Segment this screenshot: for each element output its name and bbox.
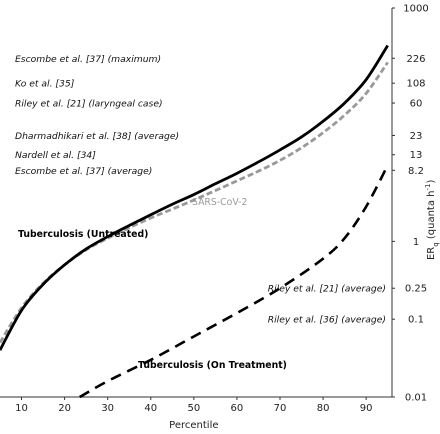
y-tick-label: 13 — [410, 150, 423, 161]
annotation-group: Escombe et al. [37] (maximum) Ko et al. [… — [15, 54, 386, 371]
y-tick-label: 0.25 — [405, 284, 427, 295]
x-axis-title: Percentile — [169, 420, 218, 431]
x-tick-label: 30 — [101, 403, 114, 414]
reference-label-escombe-et-al-37-maximum: Escombe et al. [37] (maximum) — [15, 54, 161, 65]
series-line-tuberculosis-untreated — [0, 44, 389, 351]
y-tick-label: 1000 — [403, 4, 428, 15]
reference-label-nardell-et-al-34: Nardell et al. [34] — [15, 150, 96, 161]
y-tick-label: 0.01 — [405, 393, 427, 404]
axes: 10 20 30 40 50 60 70 80 90 0.01 0.1 0.25 1 8.2 13 23 60 1… — [0, 4, 440, 431]
x-tick-label: 20 — [58, 403, 71, 414]
series-line-tuberculosis-on-treatment — [79, 164, 389, 399]
x-tick-label: 40 — [144, 403, 157, 414]
x-tick-label: 90 — [360, 403, 373, 414]
y-tick-label: 226 — [406, 54, 425, 65]
y-tick-label: 8.2 — [408, 166, 424, 177]
x-tick-label: 80 — [317, 403, 330, 414]
y-tick-label: 23 — [410, 131, 423, 142]
y-tick-label: 60 — [410, 99, 423, 110]
reference-label-riley-et-al-36-average: Riley et al. [36] (average) — [268, 315, 386, 326]
reference-label-escombe-et-al-37-average: Escombe et al. [37] (average) — [15, 166, 152, 177]
reference-label-dharmadhikari-et-al-38-average: Dharmadhikari et al. [38] (average) — [15, 131, 179, 142]
x-tick-label: 10 — [15, 403, 28, 414]
series-label-tuberculosis-untreated: Tuberculosis (Untreated) — [18, 229, 148, 240]
y-tick-label: 108 — [406, 79, 425, 90]
reference-label-ko-et-al-35: Ko et al. [35] — [15, 79, 75, 90]
series-label-sars-cov-2: SARS-CoV-2 — [192, 197, 247, 208]
y-axis-title: ERq (quanta h-1) — [424, 180, 440, 261]
x-tick-label: 70 — [274, 403, 287, 414]
x-tick-label: 50 — [187, 403, 200, 414]
y-tick-label: 1 — [413, 237, 419, 248]
x-tick-label: 60 — [231, 403, 244, 414]
series-label-tuberculosis-on-treatment: Tuberculosis (On Treatment) — [138, 360, 287, 371]
series-group — [0, 44, 389, 399]
y-tick-label: 0.1 — [408, 315, 424, 326]
reference-label-riley-et-al-21-average: Riley et al. [21] (average) — [268, 284, 386, 295]
reference-label-riley-et-al-21-laryngeal-case: Riley et al. [21] (laryngeal case) — [15, 99, 163, 110]
